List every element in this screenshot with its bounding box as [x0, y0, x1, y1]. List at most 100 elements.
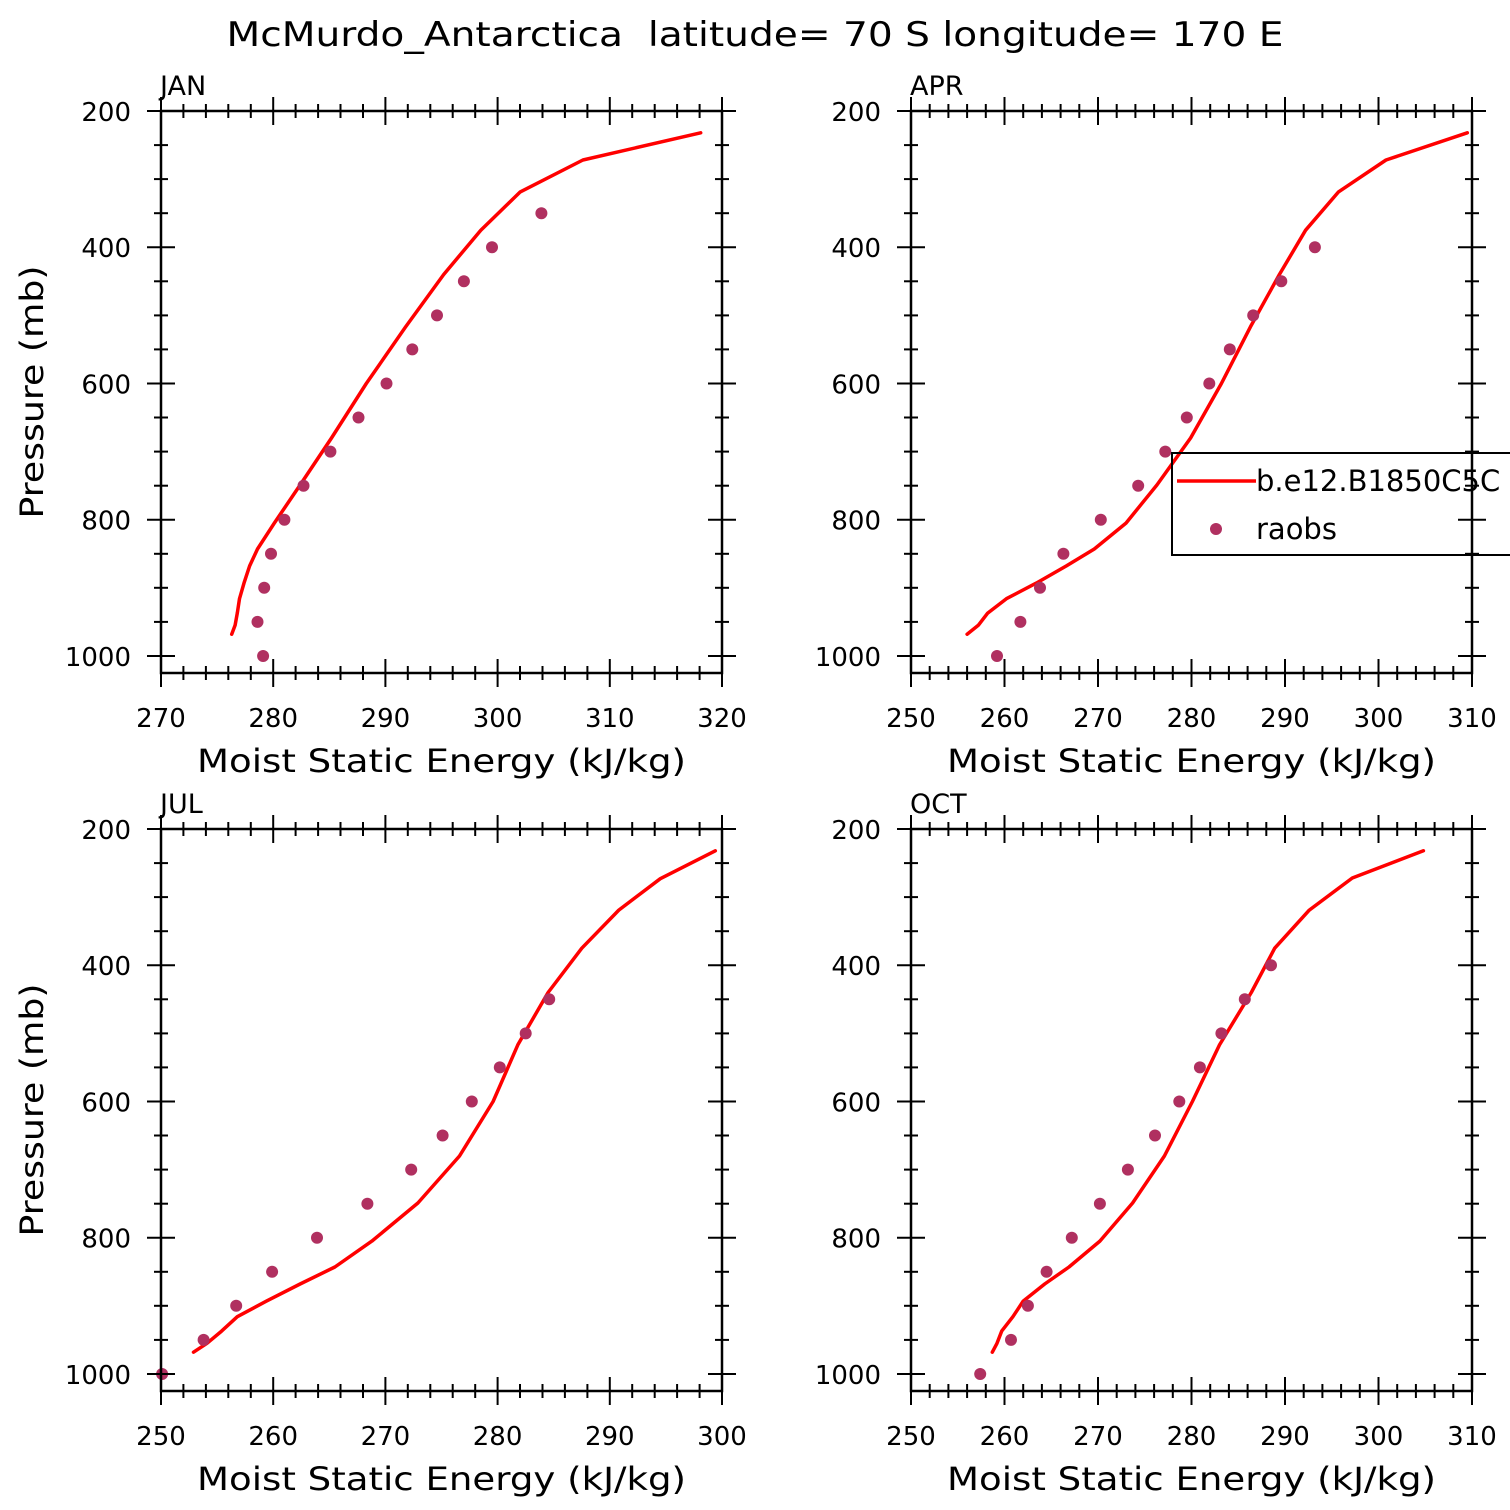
raobs-marker: [991, 650, 1003, 662]
x-tick-label: 300: [697, 1422, 747, 1452]
x-tick-label: 290: [361, 704, 411, 734]
x-tick-label: 290: [1260, 1422, 1310, 1452]
x-tick-label: 280: [1167, 1422, 1217, 1452]
y-tick-label: 200: [81, 816, 131, 846]
raobs-marker: [266, 1265, 279, 1278]
x-tick-label: 300: [473, 704, 523, 734]
raobs-marker: [457, 275, 470, 288]
raobs-markers: [991, 241, 1321, 662]
legend-raobs-label: raobs: [1256, 512, 1337, 546]
raobs-marker: [251, 615, 264, 628]
model-profile-line: [191, 849, 718, 1354]
raobs-marker: [1034, 581, 1046, 594]
panel-jan: 270 280 290 300 310 320 200 400 600 800 1000 JAN Moi…: [13, 71, 747, 780]
x-tick-label: 300: [1354, 1422, 1404, 1452]
raobs-marker: [1094, 513, 1107, 526]
raobs-marker: [1014, 615, 1027, 628]
x-tick-label: 320: [697, 704, 747, 734]
x-tick-label: 290: [1260, 704, 1310, 734]
raobs-marker: [519, 1027, 532, 1040]
legend-frame: [1171, 452, 1510, 556]
y-axis-label: Pressure (mb): [13, 266, 51, 519]
raobs-marker: [406, 343, 419, 356]
y-axis-label: Pressure (mb): [13, 984, 51, 1237]
raobs-markers: [251, 207, 548, 662]
raobs-marker: [436, 1129, 449, 1142]
raobs-marker: [1149, 1129, 1161, 1142]
y-tick-label: 200: [831, 816, 881, 846]
raobs-marker: [1040, 1265, 1053, 1278]
legend-raobs-marker-swatch: [1210, 523, 1222, 535]
raobs-marker: [1057, 547, 1070, 560]
y-tick-label: 400: [81, 234, 131, 264]
x-tick-label: 290: [585, 1422, 635, 1452]
plot-frame: [909, 827, 1474, 1393]
raobs-marker: [543, 993, 556, 1006]
raobs-marker: [486, 241, 498, 254]
x-tick-label: 280: [473, 1422, 523, 1452]
raobs-marker: [352, 411, 365, 424]
raobs-markers: [974, 959, 1277, 1380]
raobs-marker: [297, 479, 310, 492]
raobs-marker: [1215, 1027, 1228, 1040]
raobs-marker: [1275, 275, 1288, 288]
raobs-marker: [1223, 343, 1236, 356]
y-tick-label: 400: [831, 234, 881, 264]
raobs-marker: [1065, 1231, 1078, 1244]
y-tick-label: 600: [831, 1089, 881, 1119]
raobs-marker: [265, 547, 277, 560]
y-tick-label: 1000: [815, 1361, 881, 1391]
x-tick-label: 250: [886, 704, 936, 734]
plot-frame: [159, 827, 724, 1393]
x-tick-label: 270: [1073, 704, 1123, 734]
raobs-marker: [1159, 445, 1172, 458]
panel-apr: 250 260 270 280 290 300 310 200 400 600 800 1000 APR…: [815, 71, 1497, 780]
raobs-marker: [1247, 309, 1260, 322]
raobs-marker: [1021, 1299, 1034, 1312]
raobs-marker: [535, 207, 548, 220]
y-tick-label: 800: [831, 1225, 881, 1255]
x-tick-label: 260: [248, 1422, 298, 1452]
y-tick-label: 800: [831, 507, 881, 537]
raobs-marker: [1193, 1061, 1206, 1074]
x-axis-label: Moist Static Energy (kJ/kg): [947, 1460, 1436, 1498]
legend-model-label: b.e12.B1850C5C: [1256, 464, 1500, 498]
raobs-marker: [324, 445, 337, 458]
x-tick-label: 270: [136, 704, 186, 734]
x-tick-label: 280: [248, 704, 298, 734]
raobs-marker: [1132, 479, 1145, 492]
panel-label: OCT: [910, 789, 967, 820]
x-tick-label: 270: [1073, 1422, 1123, 1452]
raobs-marker: [1265, 959, 1277, 972]
panel-label: APR: [910, 71, 964, 102]
x-axis-label: Moist Static Energy (kJ/kg): [197, 1460, 686, 1498]
y-tick-label: 200: [81, 98, 131, 128]
raobs-marker: [1180, 411, 1193, 424]
y-tick-label: 400: [831, 952, 881, 982]
raobs-marker: [380, 377, 393, 390]
raobs-marker: [311, 1231, 323, 1244]
raobs-marker: [1308, 241, 1321, 254]
raobs-marker: [230, 1299, 243, 1312]
y-tick-label: 1000: [65, 643, 131, 673]
raobs-marker: [974, 1368, 987, 1380]
x-tick-label: 310: [1447, 704, 1497, 734]
x-tick-label: 270: [361, 1422, 411, 1452]
raobs-marker: [361, 1197, 374, 1210]
y-tick-label: 1000: [65, 1361, 131, 1391]
y-tick-label: 600: [831, 371, 881, 401]
plot-frame: [159, 109, 724, 675]
x-tick-label: 310: [1447, 1422, 1497, 1452]
raobs-marker: [197, 1333, 210, 1346]
x-tick-label: 260: [980, 704, 1030, 734]
y-tick-label: 600: [81, 1089, 131, 1119]
x-tick-label: 280: [1167, 704, 1217, 734]
y-tick-label: 800: [81, 1225, 131, 1255]
y-tick-label: 400: [81, 952, 131, 982]
x-tick-label: 250: [886, 1422, 936, 1452]
x-tick-label: 300: [1354, 704, 1404, 734]
raobs-marker: [465, 1095, 478, 1108]
raobs-markers: [156, 993, 556, 1380]
y-tick-label: 800: [81, 507, 131, 537]
